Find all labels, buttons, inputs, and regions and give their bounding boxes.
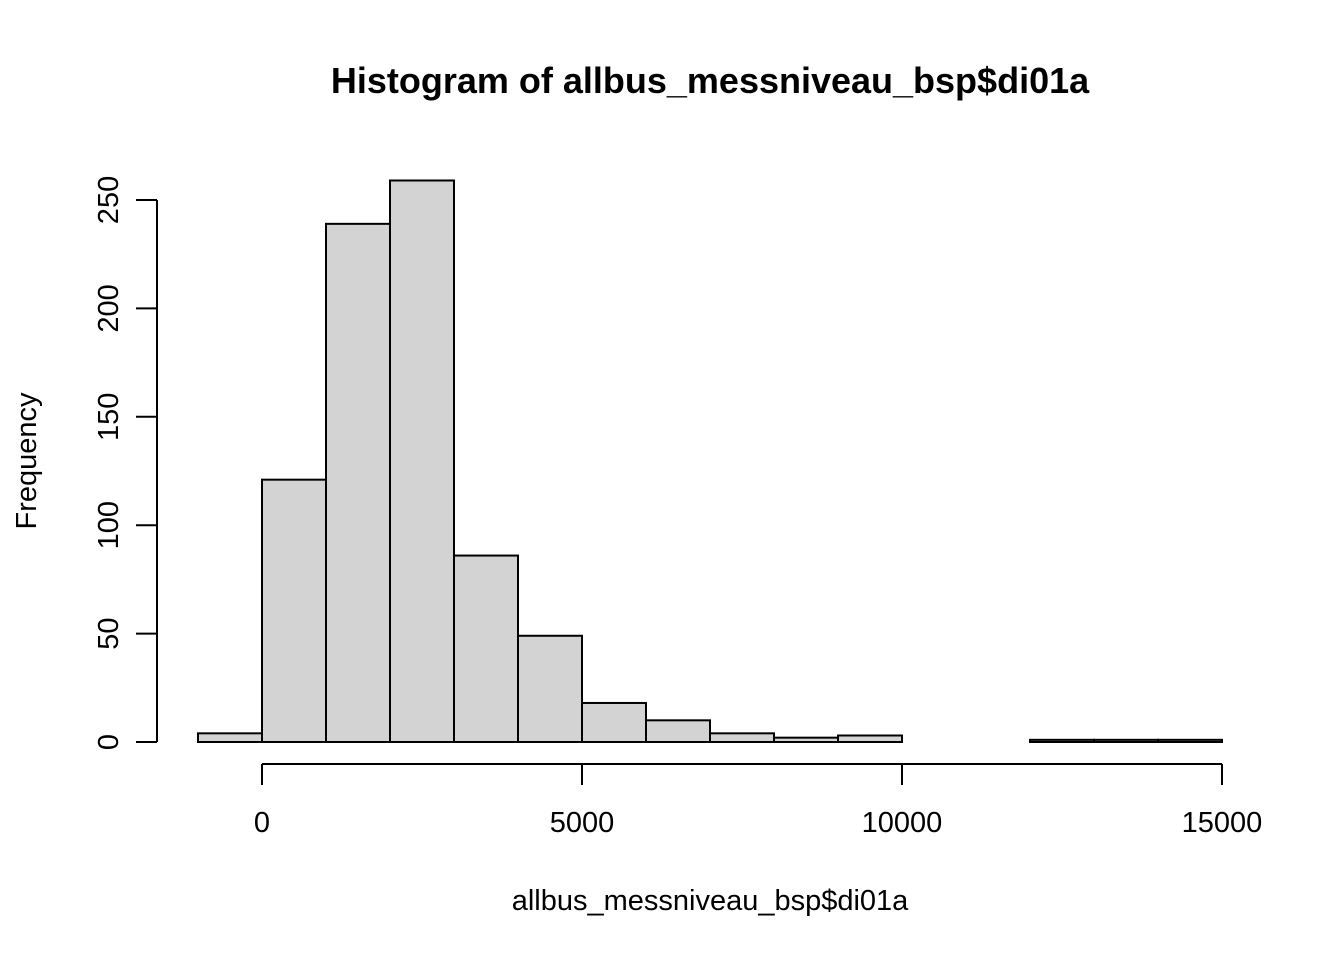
x-tick-label: 5000 bbox=[550, 807, 615, 839]
chart-title: Histogram of allbus_messniveau_bsp$di01a bbox=[331, 60, 1090, 101]
x-axis-label: allbus_messniveau_bsp$di01a bbox=[512, 885, 909, 917]
histogram-bar bbox=[261, 478, 327, 743]
histogram-bar bbox=[1093, 738, 1159, 743]
histogram-bar bbox=[1029, 738, 1095, 743]
histogram-bar bbox=[709, 732, 775, 744]
y-axis: 0 50 100 150 200 250 bbox=[93, 176, 158, 750]
x-tick-label: 15000 bbox=[1182, 807, 1263, 839]
y-tick-label: 250 bbox=[93, 176, 125, 224]
y-axis-label: Frequency bbox=[11, 392, 43, 530]
histogram-bar bbox=[837, 734, 903, 743]
histogram-bar bbox=[389, 179, 455, 744]
histogram-bar bbox=[581, 701, 647, 744]
histogram-bar bbox=[517, 634, 583, 744]
histogram-bars bbox=[197, 179, 1223, 744]
histogram-bar bbox=[197, 732, 263, 744]
x-tick-label: 0 bbox=[254, 807, 270, 839]
y-tick-label: 50 bbox=[93, 617, 125, 649]
histogram-bar bbox=[645, 719, 711, 744]
y-tick-label: 0 bbox=[93, 734, 125, 750]
y-tick-label: 100 bbox=[93, 501, 125, 549]
y-tick-label: 150 bbox=[93, 393, 125, 441]
x-tick-label: 10000 bbox=[862, 807, 943, 839]
x-axis: 0 5000 10000 15000 bbox=[254, 763, 1263, 839]
histogram-bar bbox=[325, 222, 391, 743]
histogram-bar bbox=[773, 736, 839, 744]
histogram-bar bbox=[1157, 738, 1223, 743]
y-tick-label: 200 bbox=[93, 284, 125, 332]
histogram-bar bbox=[453, 554, 519, 743]
